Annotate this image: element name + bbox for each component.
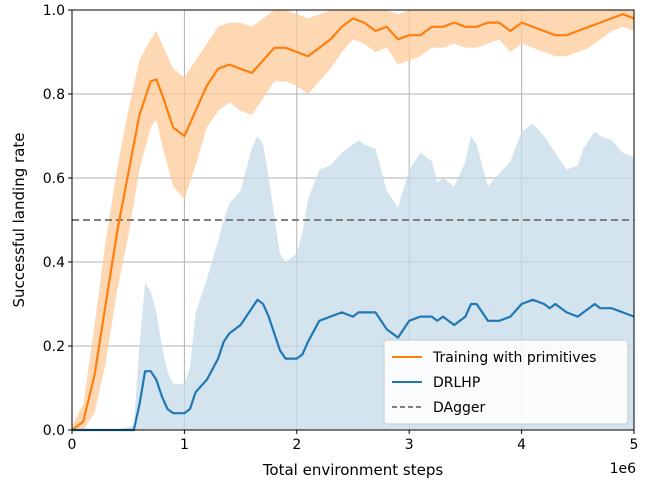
y-tick-label-3: 0.6 — [43, 171, 65, 187]
x-axis-multiplier: 1e6 — [610, 461, 637, 477]
series-lines — [71, 13, 635, 432]
band-training-with-primitives — [72, 10, 634, 430]
x-axis-label: Total environment steps — [262, 461, 444, 479]
y-tick-label-4: 0.8 — [43, 87, 65, 103]
series-line-training-with-primitives — [71, 13, 635, 431]
legend-label-training-with-primitives: Training with primitives — [432, 350, 596, 366]
y-tick-label-5: 1.0 — [43, 3, 65, 19]
legend-label-drlhp: DRLHP — [433, 375, 480, 391]
x-tick-label-4: 4 — [517, 437, 526, 453]
plot-frame — [71, 9, 635, 431]
x-tick-label-5: 5 — [630, 437, 639, 453]
plot-border — [71, 9, 635, 431]
y-tick-label-1: 0.2 — [43, 339, 65, 355]
legend: Training with primitives DRLHP DAgger — [383, 339, 629, 425]
x-axis-ticks: 0 1 2 3 4 5 — [68, 430, 639, 453]
x-tick-label-0: 0 — [68, 437, 77, 453]
series-line-drlhp — [72, 298, 635, 432]
x-tick-label-3: 3 — [405, 437, 414, 453]
x-tick-label-1: 1 — [180, 437, 189, 453]
x-tick-label-2: 2 — [292, 437, 301, 453]
y-tick-label-2: 0.4 — [43, 255, 65, 271]
legend-box — [383, 339, 629, 425]
y-axis-label: Successful landing rate — [10, 133, 28, 308]
y-axis-ticks: 0.0 0.2 0.4 0.6 0.8 1.0 — [43, 3, 72, 439]
legend-label-dagger: DAgger — [433, 400, 485, 416]
y-tick-label-0: 0.0 — [43, 423, 65, 439]
